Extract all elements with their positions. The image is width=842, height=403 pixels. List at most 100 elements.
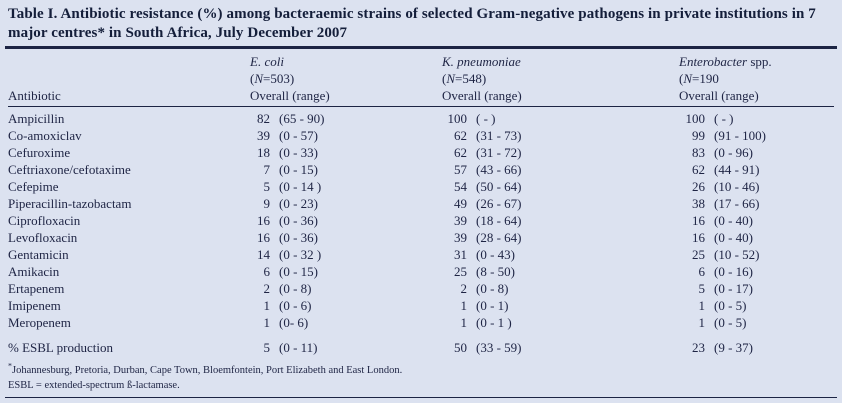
kpneumoniae-value: 25 <box>454 263 467 279</box>
row-label: Cefuroxime <box>8 144 71 160</box>
species-kpneumoniae: K. pneumoniae <box>442 53 521 69</box>
table-row: Meropenem 1 (0- 6) 1 (0 - 1 ) 1 (0 - 5) <box>8 314 834 331</box>
table-row: Cefepime 5 (0 - 14 ) 54 (50 - 64) 26 (10… <box>8 178 834 195</box>
ecoli-range: (0- 6) <box>279 314 309 330</box>
species-header-row: E. coli K. pneumoniae Enterobacter spp. <box>8 49 834 70</box>
enterobacter-range: (0 - 5) <box>714 297 747 313</box>
ecoli-range: (0 - 14 ) <box>279 178 322 194</box>
ecoli-range: (0 - 11) <box>279 339 318 355</box>
table-row: Amikacin 6 (0 - 15) 25 (8 - 50) 6 (0 - 1… <box>8 263 834 280</box>
kpneumoniae-range: (0 - 43) <box>476 246 515 262</box>
enterobacter-value: 26 <box>692 178 705 194</box>
table-row: Ertapenem 2 (0 - 8) 2 (0 - 8) 5 (0 - 17) <box>8 280 834 297</box>
kpneumoniae-range: (31 - 72) <box>476 144 522 160</box>
ecoli-value: 82 <box>257 110 270 126</box>
enterobacter-value: 38 <box>692 195 705 211</box>
footnote-marker: * <box>8 361 12 370</box>
footnote-centres: *Johannesburg, Pretoria, Durban, Cape To… <box>8 361 403 376</box>
ecoli-value: 16 <box>257 229 270 245</box>
table-row: Cefuroxime 18 (0 - 33) 62 (31 - 72) 83 (… <box>8 144 834 161</box>
kpneumoniae-value: 1 <box>460 314 468 330</box>
table-title-line2: major centres* in South Africa, July Dec… <box>8 25 348 41</box>
kpneumoniae-range: (28 - 64) <box>476 229 522 245</box>
kpneumoniae-range: (26 - 67) <box>476 195 522 211</box>
enterobacter-value: 83 <box>692 144 705 160</box>
n-kpneumoniae: (N=548) <box>442 70 487 86</box>
esbl-production-row: % ESBL production 5 (0 - 11) 50 (33 - 59… <box>8 331 834 356</box>
row-label: Meropenem <box>8 314 71 330</box>
row-label: Gentamicin <box>8 246 69 262</box>
enterobacter-range: (9 - 37) <box>714 339 753 355</box>
row-label: Ceftriaxone/cefotaxime <box>8 161 131 177</box>
species-ecoli: E. coli <box>250 53 284 69</box>
kpneumoniae-range: (43 - 66) <box>476 161 522 177</box>
ecoli-value: 1 <box>263 297 271 313</box>
table-row: Ceftriaxone/cefotaxime 7 (0 - 15) 57 (43… <box>8 161 834 178</box>
ecoli-value: 1 <box>263 314 271 330</box>
kpneumoniae-range: (31 - 73) <box>476 127 522 143</box>
kpneumoniae-value: 39 <box>454 229 467 245</box>
enterobacter-value: 16 <box>692 229 705 245</box>
kpneumoniae-range: (0 - 1 ) <box>476 314 512 330</box>
sample-size-header-row: (N=503) (N=548) (N=190 <box>8 70 834 87</box>
enterobacter-range: (0 - 96) <box>714 144 753 160</box>
title-divider-rule <box>5 46 837 49</box>
enterobacter-value: 99 <box>692 127 705 143</box>
row-label: Imipenem <box>8 297 61 313</box>
ecoli-range: (0 - 15) <box>279 263 318 279</box>
measure-enterobacter: Overall (range) <box>679 86 834 107</box>
footnotes: *Johannesburg, Pretoria, Durban, Cape To… <box>8 361 834 393</box>
table-title-line1: Table I. Antibiotic resistance (%) among… <box>8 6 816 22</box>
ecoli-value: 16 <box>257 212 270 228</box>
enterobacter-range: (0 - 17) <box>714 280 753 296</box>
enterobacter-range: (0 - 40) <box>714 229 753 245</box>
ecoli-range: (0 - 8) <box>279 280 312 296</box>
kpneumoniae-range: (8 - 50) <box>476 263 515 279</box>
ecoli-range: (0 - 32 ) <box>279 246 322 262</box>
table-row: Levofloxacin 16 (0 - 36) 39 (28 - 64) 16… <box>8 229 834 246</box>
table-row: Ciprofloxacin 16 (0 - 36) 39 (18 - 64) 1… <box>8 212 834 229</box>
enterobacter-range: (0 - 16) <box>714 263 753 279</box>
ecoli-range: (65 - 90) <box>279 110 325 126</box>
ecoli-value: 5 <box>263 339 271 355</box>
table-row: Piperacillin-tazobactam 9 (0 - 23) 49 (2… <box>8 195 834 212</box>
kpneumoniae-range: (0 - 1) <box>476 297 509 313</box>
ecoli-value: 39 <box>257 127 270 143</box>
enterobacter-value: 1 <box>698 314 706 330</box>
kpneumoniae-value: 54 <box>454 178 467 194</box>
ecoli-range: (0 - 36) <box>279 229 318 245</box>
enterobacter-range: (91 - 100) <box>714 127 766 143</box>
row-label: Cefepime <box>8 178 59 194</box>
enterobacter-value: 100 <box>685 110 706 126</box>
measure-kpneumoniae: Overall (range) <box>442 86 679 107</box>
row-label: Co-amoxiclav <box>8 127 82 143</box>
enterobacter-value: 23 <box>692 339 705 355</box>
n-ecoli: (N=503) <box>250 70 295 86</box>
enterobacter-range: (17 - 66) <box>714 195 760 211</box>
antibiotic-resistance-table: E. coli K. pneumoniae Enterobacter spp. … <box>8 49 834 356</box>
kpneumoniae-range: (50 - 64) <box>476 178 522 194</box>
ecoli-value: 9 <box>263 195 271 211</box>
enterobacter-range: (0 - 5) <box>714 314 747 330</box>
ecoli-value: 2 <box>263 280 271 296</box>
enterobacter-value: 25 <box>692 246 705 262</box>
ecoli-range: (0 - 57) <box>279 127 318 143</box>
enterobacter-value: 6 <box>698 263 706 279</box>
ecoli-value: 6 <box>263 263 271 279</box>
kpneumoniae-range: ( - ) <box>476 110 496 126</box>
ecoli-range: (0 - 33) <box>279 144 318 160</box>
table-header: E. coli K. pneumoniae Enterobacter spp. … <box>8 49 834 107</box>
ecoli-value: 7 <box>263 161 271 177</box>
measure-header-row: Antibiotic Overall (range) Overall (rang… <box>8 86 834 107</box>
row-label: Ertapenem <box>8 280 65 296</box>
bottom-border-rule <box>5 396 837 399</box>
table-row: Co-amoxiclav 39 (0 - 57) 62 (31 - 73) 99… <box>8 127 834 144</box>
kpneumoniae-value: 2 <box>460 280 468 296</box>
table-body: Ampicillin 82 (65 - 90) 100 ( - ) 100 ( … <box>8 106 834 356</box>
empty-header-cell <box>8 70 250 87</box>
kpneumoniae-range: (18 - 64) <box>476 212 522 228</box>
row-label: Levofloxacin <box>8 229 78 245</box>
table-row: Gentamicin 14 (0 - 32 ) 31 (0 - 43) 25 (… <box>8 246 834 263</box>
row-label: Ciprofloxacin <box>8 212 81 228</box>
